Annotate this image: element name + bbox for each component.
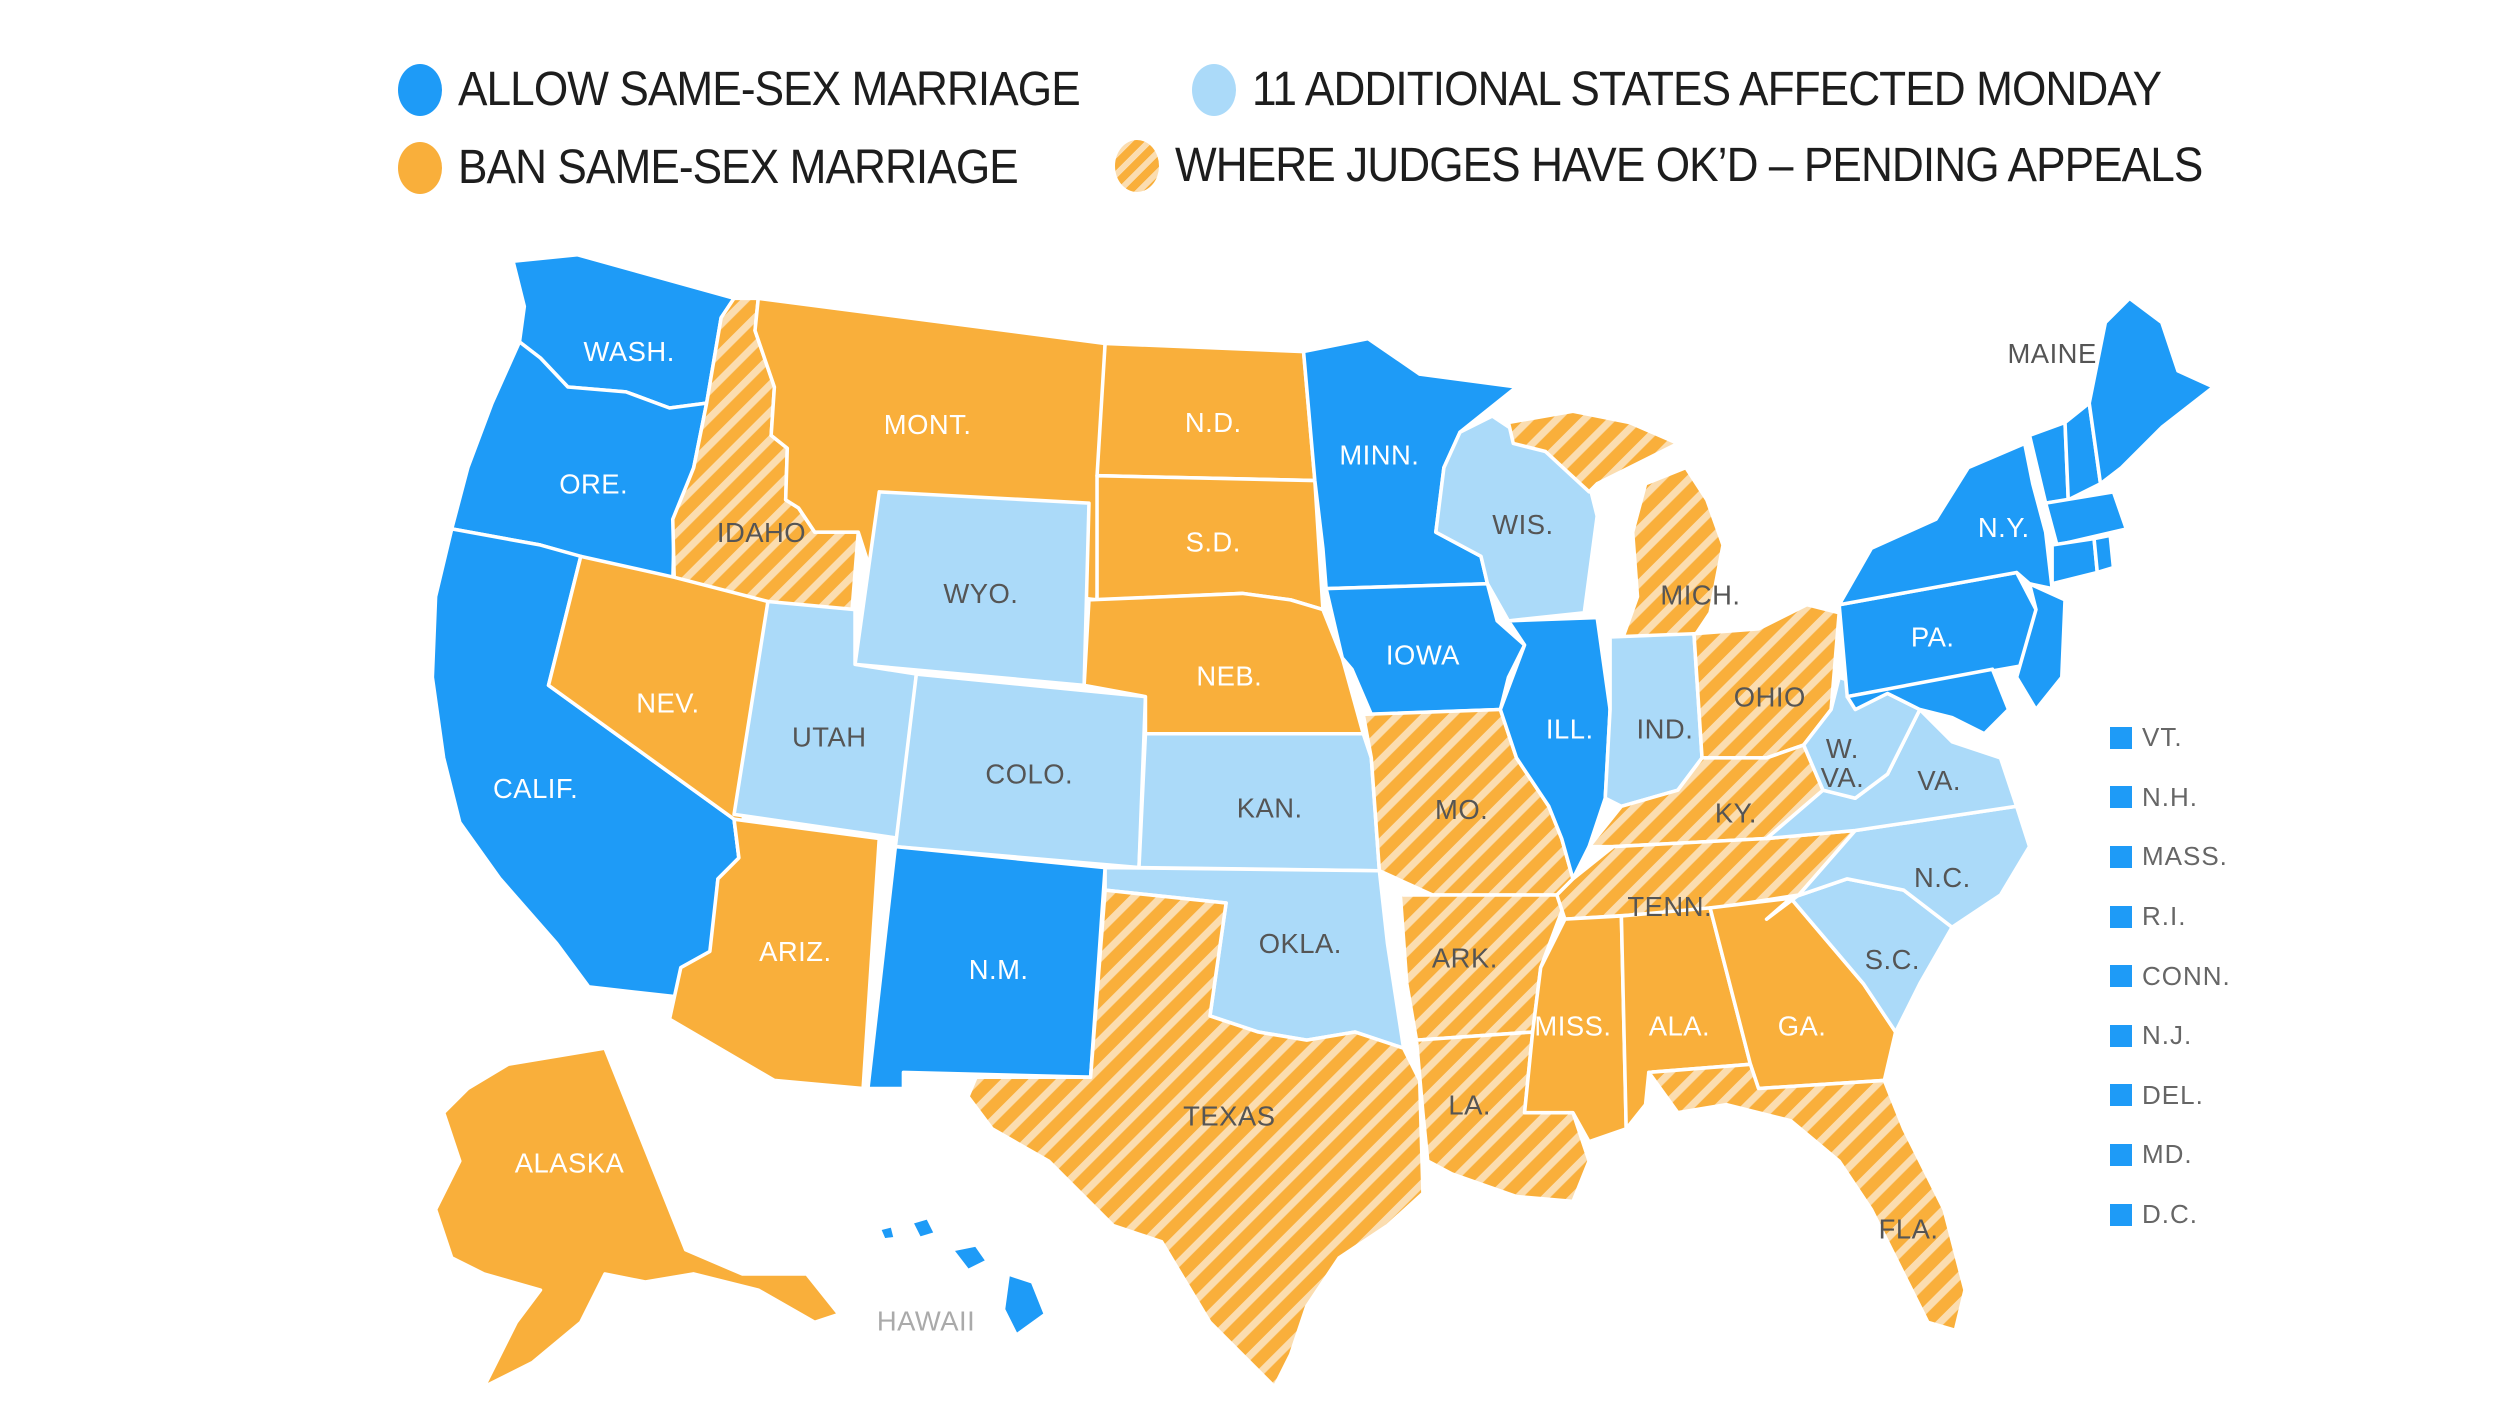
label-hawaii: HAWAII xyxy=(877,1305,975,1336)
legend-item-allow: ALLOW SAME-SEX MARRIAGE xyxy=(398,62,1134,117)
label-mont: MONT. xyxy=(884,409,972,440)
label-calif: CALIF. xyxy=(493,773,578,804)
square-icon xyxy=(2110,905,2132,928)
label-ind: IND. xyxy=(1637,714,1694,745)
label-nd: N.D. xyxy=(1185,407,1242,438)
ne-item-nh: N.H. xyxy=(2110,768,2231,828)
legend-label-pending: WHERE JUDGES HAVE OK’D – PENDING APPEALS xyxy=(1175,139,2203,192)
label-mich: MICH. xyxy=(1660,580,1740,611)
label-va: VA. xyxy=(1917,765,1961,796)
legend-label-allow: ALLOW SAME-SEX MARRIAGE xyxy=(458,63,1081,116)
label-wash: WASH. xyxy=(584,336,675,367)
state-maine[interactable] xyxy=(2087,296,2216,486)
state-hawaii-oahu[interactable] xyxy=(909,1215,938,1241)
state-hawaii-kauai[interactable] xyxy=(877,1223,898,1242)
legend-label-additional: 11 ADDITIONAL STATES AFFECTED MONDAY xyxy=(1252,63,2162,116)
ne-item-del: DEL. xyxy=(2110,1066,2231,1126)
square-icon xyxy=(2110,965,2132,988)
label-pa: PA. xyxy=(1911,622,1955,653)
state-ri[interactable] xyxy=(2092,533,2116,575)
label-minn: MINN. xyxy=(1339,439,1419,470)
label-alaska: ALASKA xyxy=(515,1147,625,1178)
label-texas: TEXAS xyxy=(1183,1101,1275,1132)
label-idaho: IDAHO xyxy=(717,517,806,548)
label-colo: COLO. xyxy=(985,759,1073,790)
label-ohio: OHIO xyxy=(1734,681,1806,712)
state-mass[interactable] xyxy=(2043,490,2129,547)
ne-item-ri: R.I. xyxy=(2110,887,2231,947)
label-la: LA. xyxy=(1448,1089,1491,1120)
label-iowa: IOWA xyxy=(1386,639,1460,670)
label-ark: ARK. xyxy=(1432,943,1498,974)
state-hawaii-big[interactable] xyxy=(1001,1272,1048,1337)
label-nm: N.M. xyxy=(969,954,1029,985)
state-mich-lower[interactable] xyxy=(1619,465,1725,644)
label-ga: GA. xyxy=(1778,1010,1827,1041)
label-sc: S.C. xyxy=(1865,944,1920,975)
legend-item-ban: BAN SAME-SEX MARRIAGE xyxy=(398,140,1066,195)
additional-swatch-icon xyxy=(1192,63,1236,116)
state-nj[interactable] xyxy=(2014,581,2067,712)
square-icon xyxy=(2110,1203,2132,1226)
label-miss: MISS. xyxy=(1534,1010,1611,1041)
label-utah: UTAH xyxy=(792,722,867,753)
square-icon xyxy=(2110,1143,2132,1166)
label-fla: FLA. xyxy=(1879,1213,1939,1244)
label-neb: NEB. xyxy=(1196,660,1262,691)
square-icon xyxy=(2110,726,2132,749)
ne-item-dc: D.C. xyxy=(2110,1185,2231,1245)
square-icon xyxy=(2110,786,2132,809)
square-icon xyxy=(2110,1024,2132,1047)
label-wyo: WYO. xyxy=(943,578,1018,609)
label-mo: MO. xyxy=(1435,794,1488,825)
ne-item-vt: VT. xyxy=(2110,708,2231,768)
state-texas[interactable] xyxy=(966,888,1425,1389)
state-md[interactable] xyxy=(1845,667,2011,736)
state-neb[interactable] xyxy=(1082,591,1366,736)
square-icon xyxy=(2110,845,2132,868)
label-tenn: TENN. xyxy=(1627,891,1712,922)
square-icon xyxy=(2110,1084,2132,1107)
allow-swatch-icon xyxy=(398,63,442,116)
legend: ALLOW SAME-SEX MARRIAGE 11 ADDITIONAL ST… xyxy=(0,0,2499,220)
northeast-legend: VT. N.H. MASS. R.I. CONN. N.J. DEL. MD. … xyxy=(2110,708,2231,1244)
legend-item-pending: WHERE JUDGES HAVE OK’D – PENDING APPEALS xyxy=(1115,138,2292,193)
state-ny[interactable] xyxy=(1837,441,2054,607)
label-sd: S.D. xyxy=(1186,527,1241,558)
label-maine: MAINE xyxy=(2007,338,2096,369)
label-ala: ALA. xyxy=(1649,1010,1710,1041)
legend-item-additional: 11 ADDITIONAL STATES AFFECTED MONDAY xyxy=(1192,62,2240,117)
state-conn[interactable] xyxy=(2050,536,2100,586)
label-kan: KAN. xyxy=(1237,793,1303,824)
state-alaska[interactable] xyxy=(433,1046,841,1389)
ne-item-conn: CONN. xyxy=(2110,946,2231,1006)
label-ore: ORE. xyxy=(559,468,628,499)
label-nev: NEV. xyxy=(636,688,699,719)
state-nc[interactable] xyxy=(1764,804,2032,930)
ne-item-mass: MASS. xyxy=(2110,827,2231,887)
label-wis: WIS. xyxy=(1492,509,1553,540)
ne-item-nj: N.J. xyxy=(2110,1006,2231,1066)
state-mich[interactable] xyxy=(1506,409,1680,494)
label-okla: OKLA. xyxy=(1259,928,1342,959)
ban-swatch-icon xyxy=(398,141,442,194)
label-wva-line2: VA. xyxy=(1821,762,1865,793)
state-ill[interactable] xyxy=(1498,615,1612,881)
pending-swatch-icon xyxy=(1115,139,1159,192)
ne-item-md: MD. xyxy=(2110,1125,2231,1185)
legend-label-ban: BAN SAME-SEX MARRIAGE xyxy=(458,141,1019,194)
label-ariz: ARIZ. xyxy=(759,936,831,967)
label-ill: ILL. xyxy=(1546,714,1594,745)
label-wva-line1: W. xyxy=(1826,733,1859,764)
label-ny: N.Y. xyxy=(1978,512,2030,543)
state-iowa[interactable] xyxy=(1324,581,1527,717)
state-ariz[interactable] xyxy=(667,817,882,1091)
label-nc: N.C. xyxy=(1914,862,1971,893)
label-ky: KY. xyxy=(1715,797,1757,828)
state-hawaii-maui[interactable] xyxy=(950,1243,990,1273)
state-fla[interactable] xyxy=(1647,1062,1967,1333)
